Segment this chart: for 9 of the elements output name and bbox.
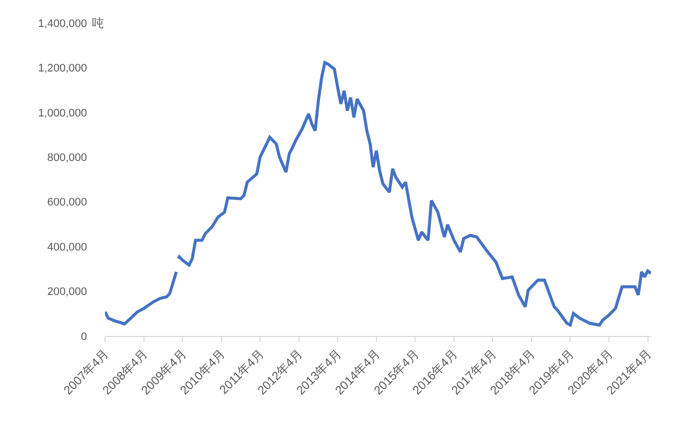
y-tick-label: 1,000,000 bbox=[38, 107, 87, 120]
y-tick-label: 800,000 bbox=[47, 152, 87, 164]
y-axis-title: 吨 bbox=[92, 16, 104, 30]
y-tick-label: 200,000 bbox=[47, 286, 87, 298]
y-tick-label: 600,000 bbox=[47, 196, 87, 209]
y-tick-label: 0 bbox=[80, 330, 87, 343]
y-tick-label: 1,400,000 bbox=[38, 18, 87, 30]
y-tick-label: 1,200,000 bbox=[38, 62, 87, 75]
y-tick-label: 400,000 bbox=[47, 241, 87, 254]
